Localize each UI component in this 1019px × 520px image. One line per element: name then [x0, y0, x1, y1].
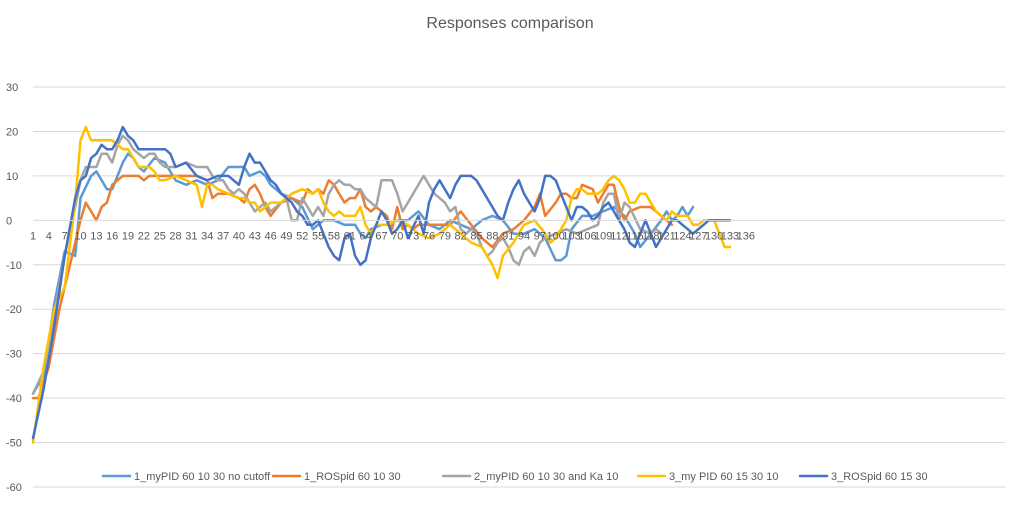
series-line-1	[31, 152, 695, 395]
x-tick-label: 46	[264, 230, 276, 242]
x-tick-label: 52	[296, 230, 308, 242]
legend-label-2: 1_ROSpid 60 10 30	[304, 471, 401, 483]
x-tick-label: 76	[423, 230, 435, 242]
x-tick-label: 13	[90, 230, 102, 242]
x-tick-label: 136	[737, 230, 755, 242]
x-tick-label: 124	[673, 230, 691, 242]
y-tick-label: 30	[6, 82, 18, 94]
x-tick-label: 1	[30, 230, 36, 242]
series-line-3	[31, 134, 663, 395]
x-tick-label: 79	[439, 230, 451, 242]
x-tick-label: 19	[122, 230, 134, 242]
x-tick-label: 112	[610, 230, 628, 242]
x-tick-label: 61	[344, 230, 356, 242]
legend-label-1: 1_myPID 60 10 30 no cutoff	[134, 471, 271, 483]
x-tick-label: 97	[534, 230, 546, 242]
x-tick-label: 103	[562, 230, 580, 242]
x-tick-label: 91	[502, 230, 514, 242]
x-tick-label: 4	[46, 230, 52, 242]
y-tick-label: -10	[6, 260, 22, 272]
x-tick-label: 106	[578, 230, 596, 242]
y-tick-label: -40	[6, 393, 22, 405]
x-tick-label: 34	[201, 230, 213, 242]
x-tick-label: 94	[518, 230, 530, 242]
x-axis-tick-labels: 1 4 7 10 13 16 19 22 25 28 31 34 37 40 43 46 49 52 55 58 61 6…	[30, 230, 755, 242]
y-tick-label: -30	[6, 349, 22, 361]
legend-label-5: 3_ROSpid 60 15 30	[831, 471, 928, 483]
y-axis-tick-labels: 30 20 10 0 -10 -20 -30 -40 -50 -60	[6, 82, 22, 494]
y-tick-label: 20	[6, 126, 18, 138]
x-tick-label: 7	[62, 230, 68, 242]
x-tick-label: 25	[154, 230, 166, 242]
y-tick-label: 10	[6, 171, 18, 183]
x-tick-label: 118	[642, 230, 660, 242]
legend: 1_myPID 60 10 30 no cutoff 1_ROSpid 60 10…	[101, 471, 928, 483]
y-tick-label: -50	[6, 438, 22, 450]
series-lines	[31, 125, 732, 444]
x-tick-label: 88	[486, 230, 498, 242]
series-line-4	[31, 125, 732, 444]
x-tick-label: 55	[312, 230, 324, 242]
y-tick-label: -20	[6, 304, 22, 316]
x-tick-label: 100	[547, 230, 565, 242]
x-tick-label: 70	[391, 230, 403, 242]
x-tick-label: 121	[657, 230, 675, 242]
legend-label-3: 2_myPID 60 10 30 and Ka 10	[474, 471, 618, 483]
x-tick-label: 58	[328, 230, 340, 242]
x-tick-label: 49	[280, 230, 292, 242]
x-tick-label: 28	[169, 230, 181, 242]
x-tick-label: 40	[233, 230, 245, 242]
x-tick-label: 115	[626, 230, 644, 242]
x-tick-label: 85	[470, 230, 482, 242]
x-tick-label: 73	[407, 230, 419, 242]
y-tick-label: 0	[6, 215, 12, 227]
x-tick-label: 31	[185, 230, 197, 242]
x-tick-label: 43	[249, 230, 261, 242]
x-tick-label: 67	[375, 230, 387, 242]
series-line-2	[31, 174, 674, 400]
x-tick-label: 109	[594, 230, 612, 242]
y-tick-label: -60	[6, 482, 22, 494]
x-tick-label: 82	[455, 230, 467, 242]
x-tick-label: 130	[705, 230, 723, 242]
x-tick-label: 37	[217, 230, 229, 242]
x-tick-label: 22	[138, 230, 150, 242]
legend-label-4: 3_my PID 60 15 30 10	[669, 471, 778, 483]
chart-title: Responses comparison	[426, 15, 593, 32]
x-tick-label: 10	[74, 230, 86, 242]
x-tick-label: 127	[689, 230, 707, 242]
x-tick-label: 64	[360, 230, 372, 242]
x-tick-label: 133	[721, 230, 739, 242]
x-tick-label: 16	[106, 230, 118, 242]
series-line-5	[31, 125, 732, 440]
